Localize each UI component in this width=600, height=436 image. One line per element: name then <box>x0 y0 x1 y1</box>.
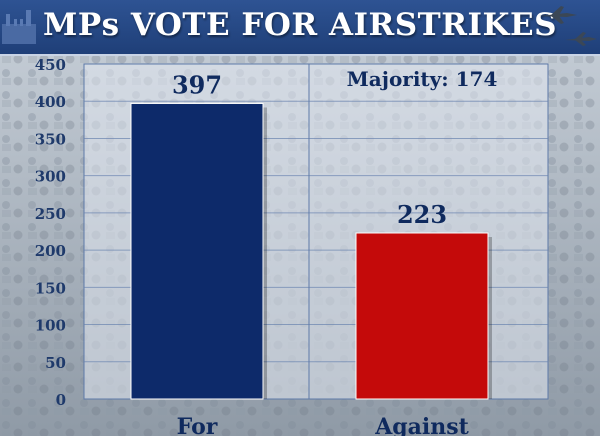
bars <box>130 102 492 400</box>
y-tick-label: 0 <box>56 391 66 409</box>
y-tick-label: 150 <box>35 279 66 297</box>
y-tick-label: 300 <box>35 168 66 186</box>
bar-labels: 397 For 223 Against <box>172 70 470 436</box>
value-label: 397 <box>172 70 222 99</box>
y-tick-label: 250 <box>35 205 66 223</box>
y-tick-label: 450 <box>35 56 66 74</box>
majority-annotation: Majority: 174 <box>347 67 498 91</box>
value-label: 223 <box>397 200 447 229</box>
bar-against <box>355 232 489 400</box>
category-label: For <box>177 414 218 436</box>
bar-for <box>130 102 264 400</box>
chart-title: MPs VOTE FOR AIRSTRIKES <box>43 7 557 43</box>
parliament-building-icon <box>2 10 36 44</box>
title-banner: MPs VOTE FOR AIRSTRIKES <box>0 0 600 56</box>
y-tick-label: 200 <box>35 242 66 260</box>
y-tick-label: 100 <box>35 317 66 335</box>
jet-icon <box>565 32 597 46</box>
y-tick-label: 50 <box>45 354 66 372</box>
y-tick-label: 400 <box>35 93 66 111</box>
category-label: Against <box>374 414 469 436</box>
y-axis: 0 50 100 150 200 250 300 350 400 450 <box>35 56 66 409</box>
y-tick-label: 350 <box>35 130 66 148</box>
jet-icon <box>539 6 577 24</box>
